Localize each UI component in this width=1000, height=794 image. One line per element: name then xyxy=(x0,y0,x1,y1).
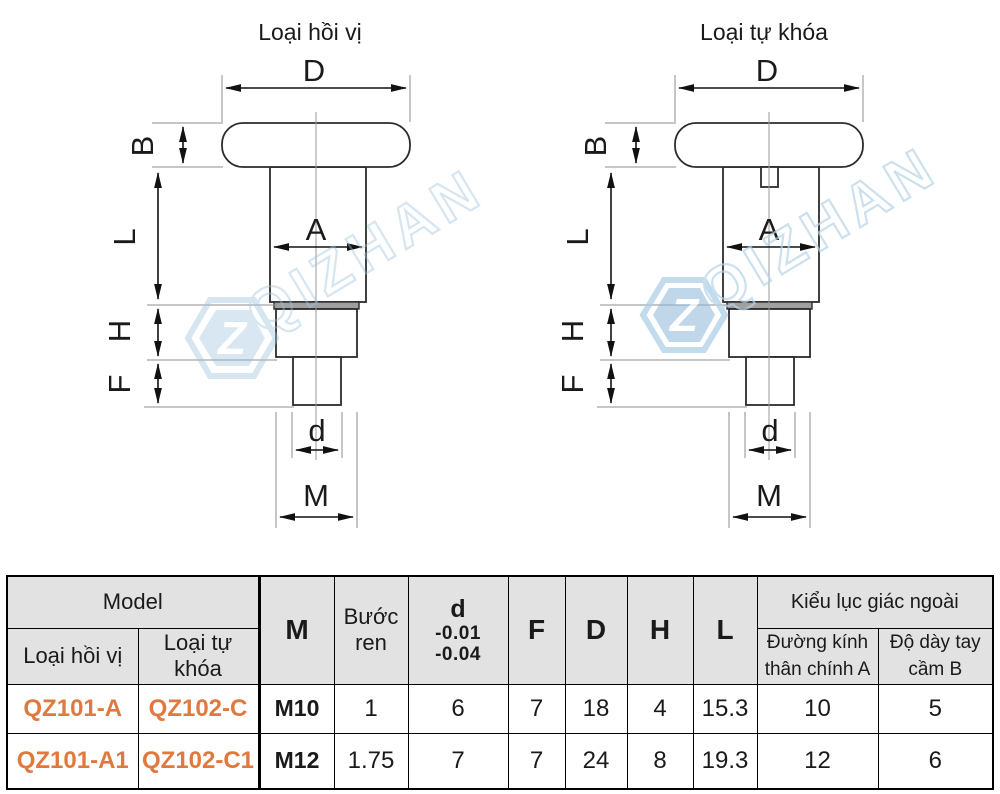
cell-big-d: 24 xyxy=(564,732,628,790)
cell-hex-b: 6 xyxy=(877,732,994,790)
dim-label-H: H xyxy=(102,320,137,342)
dim-label-M: M xyxy=(303,478,329,513)
cell-hex-a: 12 xyxy=(756,732,879,790)
body-stem xyxy=(269,166,367,303)
figure-self-locking-type: Loại tự khóa xyxy=(555,19,864,528)
header-f: F xyxy=(507,575,566,685)
cell-m: M12 xyxy=(257,732,335,790)
cell-model-lock: QZ102-C xyxy=(137,683,260,734)
cell-d: 6 xyxy=(407,683,509,734)
figure-title-lock: Loại tự khóa xyxy=(700,19,828,45)
header-m: M xyxy=(257,575,335,685)
table-row: QZ101-A QZ102-C M10 1 6 7 18 4 15.3 10 5 xyxy=(6,683,994,734)
dim-label-L: L xyxy=(107,228,142,245)
header-d-tolerance-lower: -0.04 xyxy=(435,644,481,666)
header-hex-b: Độ dày tay cầm B xyxy=(877,627,994,685)
spec-table: Model M Bước ren d -0.01 -0.04 F D H L K… xyxy=(6,575,995,791)
header-pitch: Bước ren xyxy=(333,575,409,685)
dim-label-B: B xyxy=(125,136,160,157)
header-d-letter: d xyxy=(450,595,466,624)
watermark-logo-letter: Z xyxy=(668,289,700,341)
dim-label-d: d xyxy=(308,413,325,448)
dim-label-F: F xyxy=(555,375,590,394)
watermark-hexagon-inner xyxy=(199,310,265,366)
watermark-hexagon xyxy=(184,297,280,379)
dim-label-D: D xyxy=(756,53,778,88)
watermark-hexagon xyxy=(639,277,729,353)
header-d-tolerance-upper: -0.01 xyxy=(435,622,481,644)
cell-model-return: QZ101-A1 xyxy=(6,732,139,790)
dim-label-L: L xyxy=(560,228,595,245)
watermark-hexagon-inner xyxy=(653,288,715,342)
header-big-d: D xyxy=(564,575,628,685)
dim-label-B: B xyxy=(578,136,613,157)
cell-h: 4 xyxy=(626,683,694,734)
dim-label-M: M xyxy=(756,478,782,513)
header-type-lock: Loại tự khóa xyxy=(137,627,260,685)
header-model: Model xyxy=(6,575,260,629)
plunger-pin xyxy=(292,356,342,406)
cell-f: 7 xyxy=(507,732,566,790)
cell-model-return: QZ101-A xyxy=(6,683,139,734)
figure-title-return: Loại hồi vị xyxy=(258,19,362,45)
figure-return-type: Loại hồi vị xyxy=(102,19,411,528)
header-hex-group: Kiểu lục giác ngoài xyxy=(756,575,994,629)
cell-l: 19.3 xyxy=(692,732,758,790)
header-d: d -0.01 -0.04 xyxy=(407,575,509,685)
table-row: QZ101-A1 QZ102-C1 M12 1.75 7 7 24 8 19.3… xyxy=(6,732,994,790)
header-type-return: Loại hồi vị xyxy=(6,627,139,685)
cell-hex-b: 5 xyxy=(877,683,994,734)
dim-label-D: D xyxy=(303,53,325,88)
dim-label-H: H xyxy=(555,320,590,342)
header-h: H xyxy=(626,575,694,685)
plunger-pin xyxy=(745,356,795,406)
header-l: L xyxy=(692,575,758,685)
dim-label-A: A xyxy=(759,212,780,247)
header-hex-a: Đường kính thân chính A xyxy=(756,627,879,685)
cell-pitch: 1.75 xyxy=(333,732,409,790)
cell-h: 8 xyxy=(626,732,694,790)
technical-drawing: Loại hồi vị xyxy=(102,19,950,528)
dim-label-F: F xyxy=(102,375,137,394)
dim-label-A: A xyxy=(306,212,327,247)
cell-d: 7 xyxy=(407,732,509,790)
cell-hex-a: 10 xyxy=(756,683,879,734)
cell-m: M10 xyxy=(257,683,335,734)
watermark-logo-letter: Z xyxy=(216,312,248,364)
cell-model-lock: QZ102-C1 xyxy=(137,732,260,790)
cell-big-d: 18 xyxy=(564,683,628,734)
cell-pitch: 1 xyxy=(333,683,409,734)
body-stem xyxy=(722,166,820,303)
dim-label-d: d xyxy=(761,413,778,448)
cell-f: 7 xyxy=(507,683,566,734)
cell-l: 15.3 xyxy=(692,683,758,734)
